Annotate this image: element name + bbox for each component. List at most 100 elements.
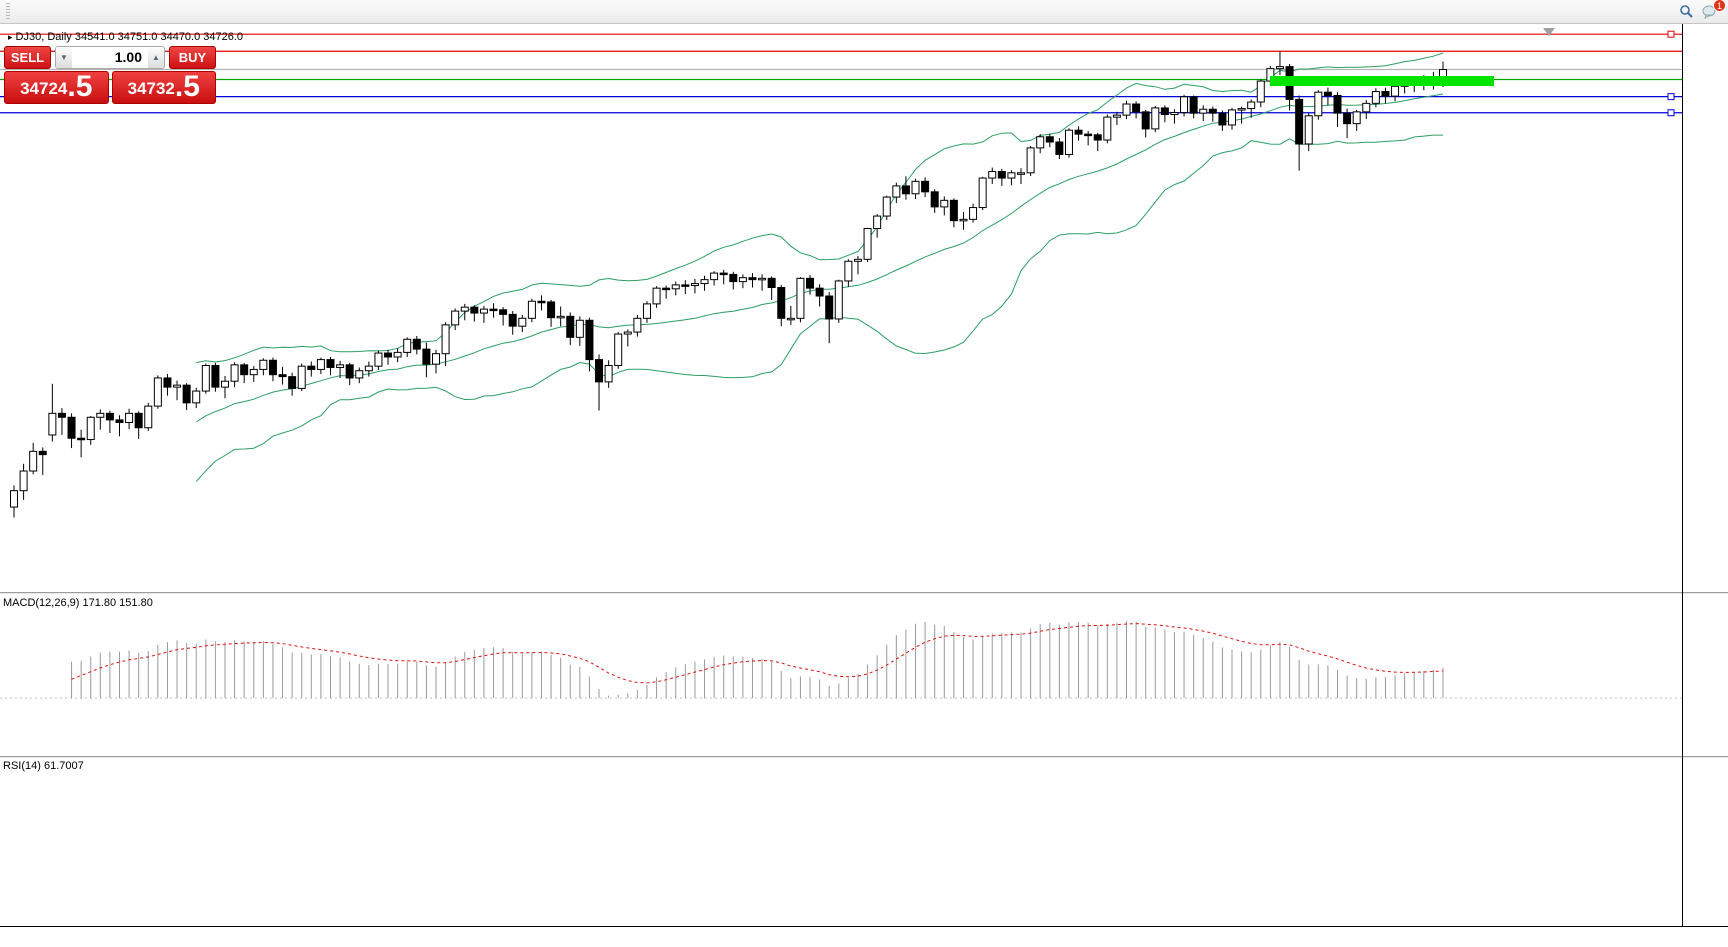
candle-body [518, 317, 527, 327]
candle-body [1256, 80, 1265, 103]
notifications-button[interactable]: 1 [1698, 0, 1726, 22]
candle-body [585, 319, 594, 361]
candle-body [786, 317, 795, 321]
candle-body [710, 272, 719, 281]
candle-body [19, 470, 28, 492]
candle-body [959, 218, 968, 222]
candle-body [489, 308, 498, 312]
candle-body [901, 185, 910, 195]
candle-body [1036, 136, 1045, 149]
sell-button[interactable]: SELL [4, 46, 51, 69]
one-click-trading-panel: SELL ▼ 1.00 ▲ BUY 34724.5 34732.5 [4, 46, 216, 104]
candle-body [614, 333, 623, 366]
volume-decrease-button[interactable]: ▼ [56, 47, 72, 68]
candle-body [930, 191, 939, 208]
toolbar: 1 [0, 0, 1728, 24]
candle-body [451, 310, 460, 326]
rsi-label: RSI(14) 61.7007 [3, 760, 84, 772]
candle-body [384, 352, 393, 358]
candle-body [1189, 96, 1198, 114]
candle-body [844, 260, 853, 282]
candle-body [345, 364, 354, 379]
candle-body [700, 279, 709, 285]
support-zone-band[interactable] [1270, 76, 1494, 86]
candle-body [1055, 141, 1064, 155]
candle-body [431, 353, 440, 365]
candle-body [268, 359, 277, 376]
candle-body [1323, 91, 1332, 96]
candle-body [144, 405, 153, 429]
line-handle[interactable] [1667, 30, 1675, 38]
candle-body [853, 258, 862, 262]
candle-body [681, 284, 690, 287]
buy-button[interactable]: BUY [169, 46, 216, 69]
macd-signal-line[interactable] [71, 623, 1444, 684]
volume-increase-button[interactable]: ▲ [148, 47, 164, 68]
volume-stepper: ▼ 1.00 ▲ [55, 46, 165, 69]
candle-body [940, 199, 949, 208]
candle-body [1170, 112, 1179, 115]
candle-body [662, 287, 671, 291]
symbol-header: ▸ DJ30, Daily 34541.0 34751.0 34470.0 347… [8, 31, 244, 43]
candle-body [1343, 112, 1352, 125]
candle-body [1112, 114, 1121, 118]
candle-body [211, 364, 220, 388]
candle-body [671, 284, 680, 290]
candle-body [67, 416, 76, 439]
candle-body [892, 185, 901, 198]
candle-body [1228, 109, 1237, 126]
sell-price-display[interactable]: 34724.5 [4, 71, 109, 104]
candle-body [815, 287, 824, 297]
candle-body [96, 412, 105, 418]
candle-body [729, 273, 738, 283]
candle-body [767, 277, 776, 289]
macd-label: MACD(12,26,9) 171.80 151.80 [3, 597, 153, 609]
search-button[interactable] [1675, 1, 1698, 22]
candle-body [336, 364, 345, 368]
candle-body [105, 412, 114, 421]
candle-body [326, 359, 335, 368]
candle-body [393, 351, 402, 358]
candle-body [758, 277, 767, 281]
buy-price-display[interactable]: 34732.5 [111, 71, 216, 104]
candle-body [537, 300, 546, 304]
candle-body [921, 180, 930, 193]
candle-body [1247, 101, 1256, 110]
candle-body [307, 365, 316, 370]
candle-body [1352, 111, 1361, 125]
candle-body [1275, 66, 1284, 70]
line-handle[interactable] [1667, 93, 1675, 101]
candle-body [633, 317, 642, 333]
line-handle[interactable] [1667, 109, 1675, 117]
candle-body [642, 303, 651, 319]
candle-body [1362, 102, 1371, 113]
bollinger-middle[interactable] [195, 93, 1444, 423]
toolbar-grip [6, 2, 10, 21]
candle-body [834, 280, 843, 320]
candle-body [201, 364, 210, 392]
collapse-quote-icon[interactable]: ▸ [8, 32, 13, 42]
candle-body [460, 306, 469, 312]
bollinger-lower[interactable] [195, 134, 1443, 482]
bollinger-upper[interactable] [196, 52, 1444, 364]
candle-body [1026, 147, 1035, 174]
candle-body [374, 352, 383, 367]
candle-body [364, 365, 373, 372]
chart-shift-marker[interactable] [1543, 28, 1555, 36]
candle-body [441, 324, 450, 355]
candle-body [1084, 133, 1093, 137]
candle-body [355, 370, 364, 379]
candle-body [748, 277, 757, 281]
candle-body [230, 364, 239, 382]
candle-body [997, 170, 1006, 179]
candle-body [1141, 111, 1150, 130]
candle-body [1180, 96, 1189, 114]
candle-body [163, 377, 172, 388]
volume-input[interactable]: 1.00 [114, 49, 142, 65]
candle-body [604, 364, 613, 383]
candle-body [1045, 136, 1054, 143]
candle-body [1007, 172, 1016, 179]
candle-body [527, 300, 536, 319]
candle-body [192, 390, 201, 404]
